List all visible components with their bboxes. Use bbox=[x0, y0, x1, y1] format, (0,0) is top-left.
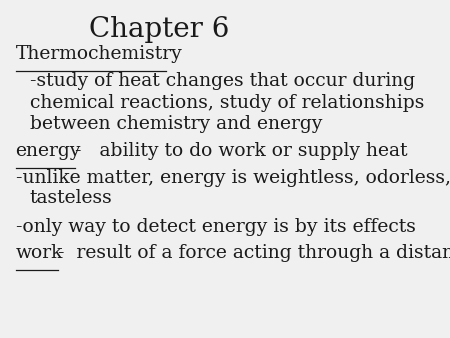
Text: between chemistry and energy: between chemistry and energy bbox=[30, 115, 322, 134]
Text: Chapter 6: Chapter 6 bbox=[89, 17, 230, 44]
Text: chemical reactions, study of relationships: chemical reactions, study of relationshi… bbox=[30, 94, 424, 112]
Text: -unlike matter, energy is weightless, odorless,: -unlike matter, energy is weightless, od… bbox=[16, 169, 450, 187]
Text: -only way to detect energy is by its effects: -only way to detect energy is by its eff… bbox=[16, 218, 415, 236]
Text: -study of heat changes that occur during: -study of heat changes that occur during bbox=[30, 72, 415, 90]
Text: energy: energy bbox=[16, 142, 81, 160]
Text: tasteless: tasteless bbox=[30, 189, 112, 207]
Text: Thermochemistry: Thermochemistry bbox=[16, 45, 182, 63]
Text: -  result of a force acting through a distance: - result of a force acting through a dis… bbox=[58, 244, 450, 262]
Text: work: work bbox=[16, 244, 63, 262]
Text: -   ability to do work or supply heat: - ability to do work or supply heat bbox=[75, 142, 407, 160]
